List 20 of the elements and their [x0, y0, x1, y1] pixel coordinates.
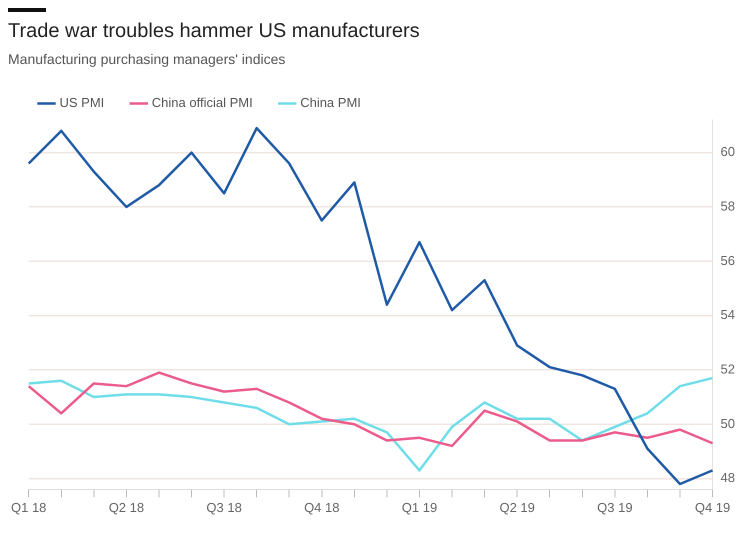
x-tick-label: Q3 19 — [597, 500, 633, 515]
x-tick-label: Q2 18 — [108, 500, 144, 515]
y-tick-label: 50 — [720, 416, 736, 431]
y-tick-label: 58 — [720, 198, 736, 214]
x-tick-label: Q1 18 — [10, 500, 46, 515]
legend-label: China official PMI — [152, 95, 253, 110]
x-tick-label: Q2 19 — [499, 500, 535, 515]
y-tick-label: 52 — [720, 361, 736, 376]
y-tick-label: 48 — [720, 470, 736, 486]
x-tick-label: Q3 18 — [206, 500, 242, 515]
y-tick-label: 56 — [720, 252, 736, 268]
chart-title: Trade war troubles hammer US manufacturers — [8, 20, 421, 43]
legend-label: US PMI — [60, 95, 104, 110]
y-tick-label: 54 — [720, 307, 736, 322]
legend-label: China PMI — [300, 95, 361, 110]
chart-subtitle: Manufacturing purchasing managers' indices — [8, 51, 286, 67]
x-tick-label: Q1 19 — [402, 500, 438, 515]
x-tick-label: Q4 18 — [304, 500, 340, 515]
x-tick-label: Q4 19 — [694, 500, 730, 515]
y-tick-label: 60 — [720, 144, 736, 160]
